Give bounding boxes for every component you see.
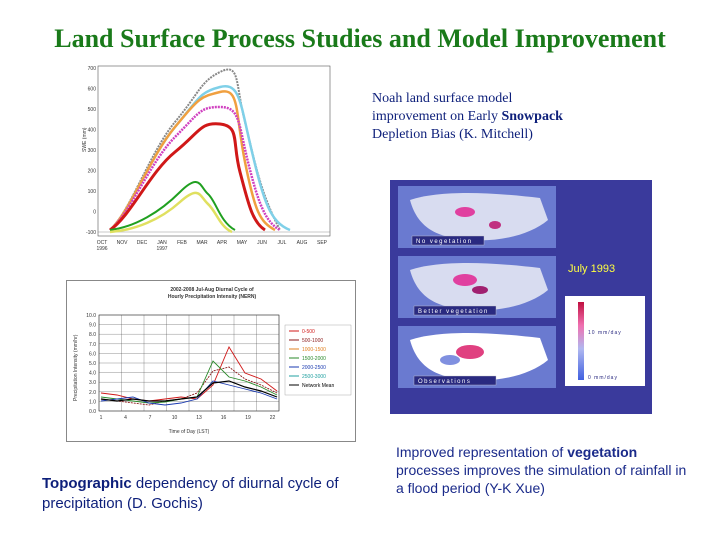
swe-xtick-label: NOV [117,240,129,246]
diurnal-ytick-label: 1.0 [89,399,96,405]
noah-snowpack-word: Snowpack [501,109,563,124]
rainfall-maps-figure: No vegetation Better vegetation Observat… [390,180,652,414]
color-scale-box [565,296,645,386]
noah-line-3: Depletion Bias (K. Mitchell) [372,127,533,142]
color-scale-bar [578,302,584,380]
swe-curve-magenta [109,105,281,232]
map-date: July 1993 [568,263,615,275]
diurnal-xtick-label: 16 [221,415,227,421]
swe-xtick-label: OCT [97,240,108,246]
swe-xtick-year: 1997 [156,246,167,252]
swe-ytick-label: 0 [93,210,96,216]
diurnal-legend-label: 500-1000 [302,338,323,344]
swe-xtick-label: MAR [196,240,208,246]
map-label-observations: Observations [418,379,471,385]
swe-xtick-label: DEC [137,240,148,246]
map-label-no-veg: No vegetation [416,239,473,245]
swe-curve-green [109,181,236,231]
swe-xtick-label: JUN [257,240,267,246]
swe-ytick-label: 200 [88,169,97,175]
vegetation-caption: Improved representation of vegetation pr… [396,443,696,497]
noah-line-2: improvement on Early Snowpack [372,108,622,126]
swe-xtick-label: FEB [177,240,187,246]
swe-xtick-label: APR [217,240,228,246]
diurnal-ytick-label: 2.0 [89,390,96,396]
diurnal-ytick-label: 7.0 [89,342,96,348]
diurnal-ytick-label: 8.0 [89,332,96,338]
swe-curve-orange [109,90,276,232]
topographic-caption: Topographic dependency of diurnal cycle … [42,474,362,514]
scale-high-label: 10 mm/day [588,330,622,336]
swe-curve-yellow [109,191,233,234]
topo-caption-post: dependency of diurnal cycle of precipita… [42,475,339,512]
swe-xtick-year: 1996 [96,246,107,252]
diurnal-ylabel: Precipitation Intensity (mm/hr) [73,334,79,401]
diurnal-series-black [100,380,278,402]
swe-xtick-label: JUL [278,240,287,246]
noah-line-1: Noah land surface model [372,91,513,106]
swe-ytick-label: 700 [88,66,97,72]
diurnal-ytick-label: 6.0 [89,351,96,357]
noah-line-2-text: improvement on Early [372,109,502,124]
swe-xtick-label: SEP [317,240,328,246]
diurnal-xtick-label: 7 [149,415,152,421]
swe-ytick-label: -100 [86,230,96,236]
diurnal-ytick-label: 5.0 [89,361,96,367]
veg-caption-pre: Improved representation of [396,444,568,460]
diurnal-xtick-label: 22 [270,415,276,421]
page-title: Land Surface Process Studies and Model I… [54,24,666,53]
diurnal-legend-label: 2000-2500 [302,365,326,371]
swe-xtick-label: MAY [237,240,248,246]
veg-caption-bold: vegetation [567,444,638,460]
diurnal-xtick-label: 10 [172,415,178,421]
swe-curve-red [109,122,266,232]
veg-caption-post: processes improves the simulation of rai… [396,462,687,496]
diurnal-title-2: Hourly Precipitation Intensity (NERN) [168,294,257,300]
diurnal-xlabel: Time of Day (LST) [169,429,210,435]
noah-description: Noah land surface model improvement on E… [372,90,622,144]
diurnal-legend-label: 2500-3000 [302,374,326,380]
diurnal-legend-label: 1000-1500 [302,347,326,353]
diurnal-legend-label: 0-500 [302,329,315,335]
swe-ytick-label: 100 [88,189,97,195]
diurnal-xtick-label: 1 [100,415,103,421]
diurnal-ytick-label: 9.0 [89,323,96,329]
diurnal-ytick-label: 3.0 [89,380,96,386]
map-no-vegetation: No vegetation [398,186,556,248]
map-better-vegetation: Better vegetation [398,256,556,318]
swe-ytick-label: 600 [88,87,97,93]
diurnal-ytick-label: 10.0 [86,313,96,319]
swe-ytick-label: 400 [88,128,97,134]
topo-caption-bold: Topographic [42,475,132,492]
swe-ytick-label: 300 [88,148,97,154]
swe-xtick-label: AUG [297,240,308,246]
swe-chart-figure: SWE (mm) 700 600 500 400 300 200 100 0 -100 OCT 1… [80,62,340,272]
diurnal-series-blue [100,380,278,406]
diurnal-chart-figure: 2002-2008 Jul-Aug Diurnal Cycle of Hourl… [66,280,356,442]
diurnal-ytick-label: 0.0 [89,409,96,415]
diurnal-title-1: 2002-2008 Jul-Aug Diurnal Cycle of [170,287,254,293]
diurnal-xtick-label: 13 [196,415,202,421]
diurnal-xtick-label: 19 [245,415,251,421]
diurnal-ytick-label: 4.0 [89,371,96,377]
map-observations: Observations [398,326,556,388]
diurnal-legend-label: 1500-2000 [302,356,326,362]
map-label-better-veg: Better vegetation [418,309,489,315]
scale-low-label: 0 mm/day [588,375,618,381]
diurnal-xtick-label: 4 [124,415,127,421]
diurnal-legend-label: Network Mean [302,383,334,389]
swe-ylabel: SWE (mm) [82,127,88,152]
swe-ytick-label: 500 [88,107,97,113]
swe-xtick-label: JAN [157,240,167,246]
